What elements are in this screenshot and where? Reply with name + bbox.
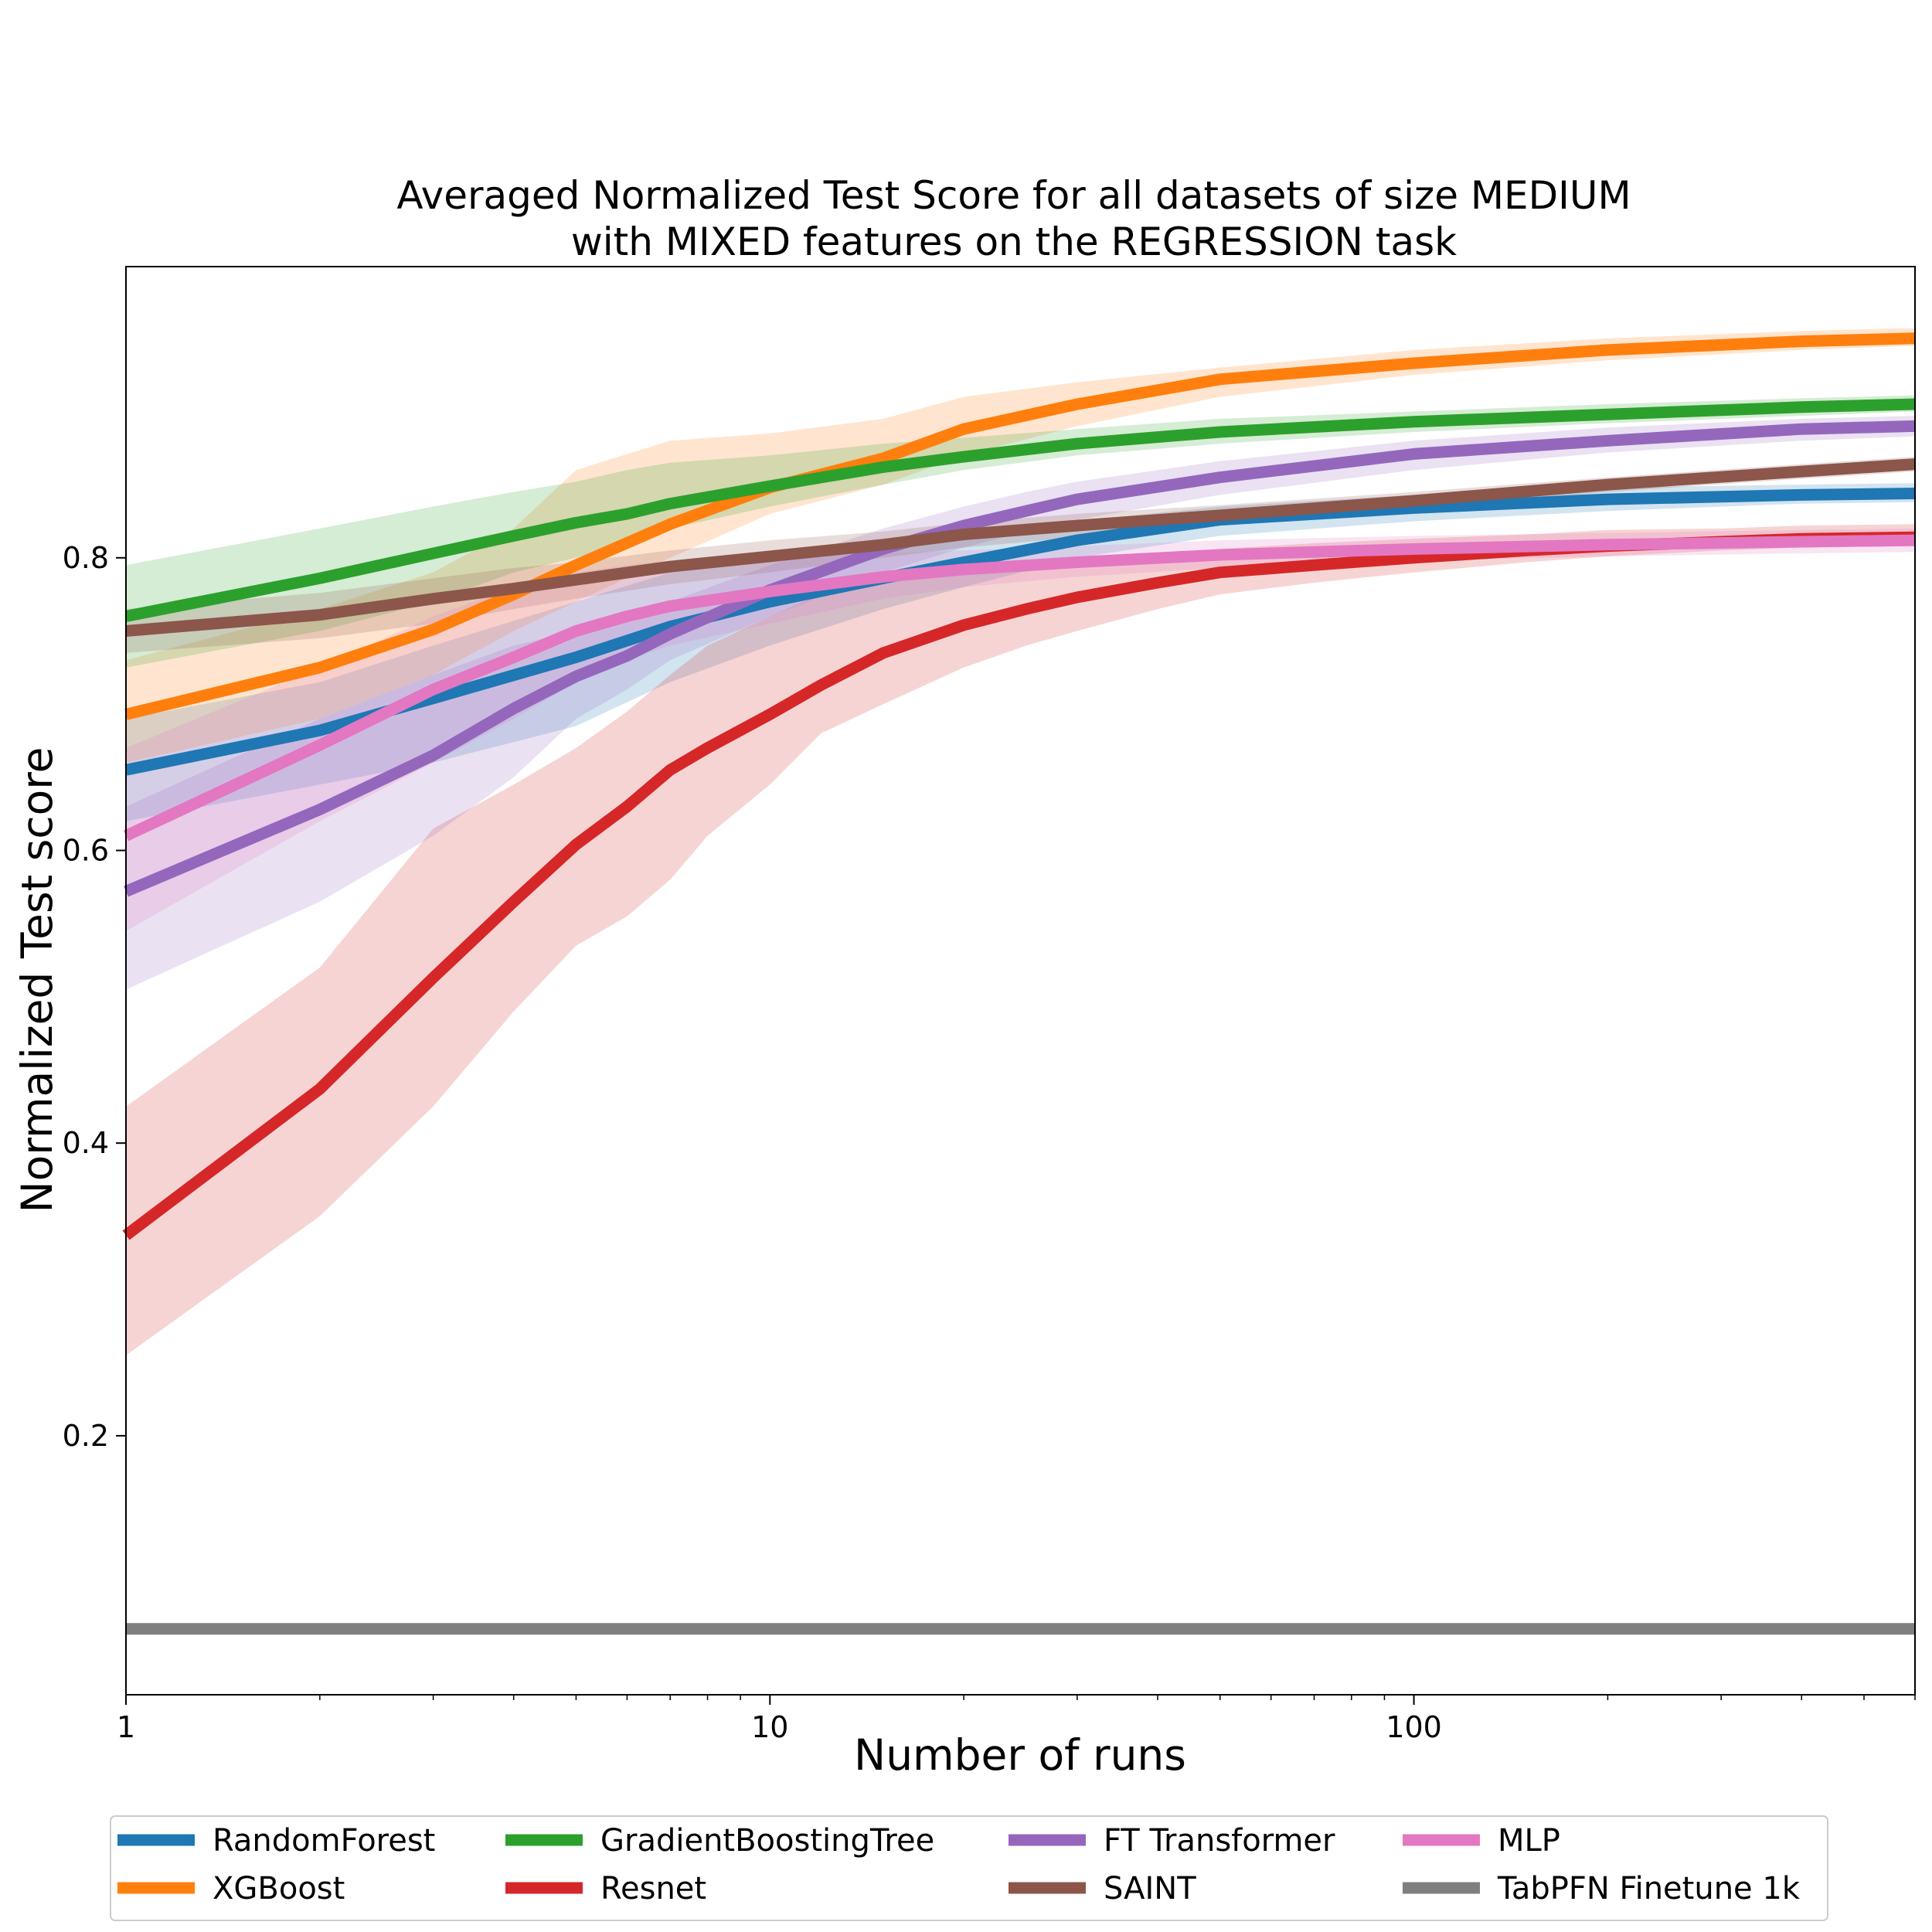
x-tick-label: 1: [117, 1710, 135, 1744]
chart-title: Averaged Normalized Test Score for all d…: [396, 173, 1631, 218]
legend-label: TabPFN Finetune 1k: [1497, 1871, 1801, 1906]
legend-label: SAINT: [1104, 1871, 1196, 1906]
legend-label: GradientBoostingTree: [600, 1823, 934, 1859]
legend-label: RandomForest: [213, 1823, 435, 1859]
line-gradientboostingtree: [124, 398, 1916, 622]
y-axis-label: Normalized Test score: [12, 747, 62, 1213]
legend-label: FT Transformer: [1104, 1823, 1335, 1859]
legend-item-tabpfn-finetune-1k: TabPFN Finetune 1k: [1403, 1871, 1801, 1906]
line-xgboost: [124, 332, 1916, 720]
x-axis-ticks: 1 10 100: [117, 1695, 1916, 1744]
legend-item-mlp: MLP: [1403, 1823, 1560, 1859]
legend-label: Resnet: [600, 1871, 706, 1906]
x-tick-label: 100: [1386, 1710, 1442, 1744]
chart-subtitle: with MIXED features on the REGRESSION ta…: [571, 219, 1457, 264]
x-tick-label: 10: [751, 1710, 788, 1744]
y-tick-label: 0.2: [63, 1419, 109, 1453]
y-axis-ticks: 0.2 0.4 0.6 0.8: [63, 541, 126, 1453]
y-tick-label: 0.8: [63, 541, 109, 575]
legend-item-xgboost: XGBoost: [117, 1871, 345, 1906]
series-lines: [122, 332, 1916, 1635]
y-tick-label: 0.6: [63, 833, 109, 867]
legend-item-resnet: Resnet: [505, 1871, 706, 1906]
legend-label: MLP: [1498, 1823, 1560, 1859]
legend-items: RandomForest XGBoost GradientBoostingTree R…: [117, 1823, 1801, 1906]
y-tick-label: 0.4: [63, 1126, 109, 1160]
legend-item-gradientboostingtree: GradientBoostingTree: [505, 1823, 934, 1859]
legend-item-saint: SAINT: [1009, 1871, 1196, 1906]
legend: RandomForest XGBoost GradientBoostingTree R…: [110, 1815, 1828, 1921]
x-axis-label: Number of runs: [854, 1730, 1186, 1780]
band-resnet: [126, 524, 1915, 1355]
legend-item-ft-transformer: FT Transformer: [1009, 1823, 1335, 1859]
legend-label: XGBoost: [213, 1871, 345, 1906]
line-saint: [125, 458, 1916, 637]
line-mlp: [123, 534, 1916, 842]
plot-frame: [125, 266, 1916, 1696]
legend-item-randomforest: RandomForest: [117, 1823, 435, 1859]
